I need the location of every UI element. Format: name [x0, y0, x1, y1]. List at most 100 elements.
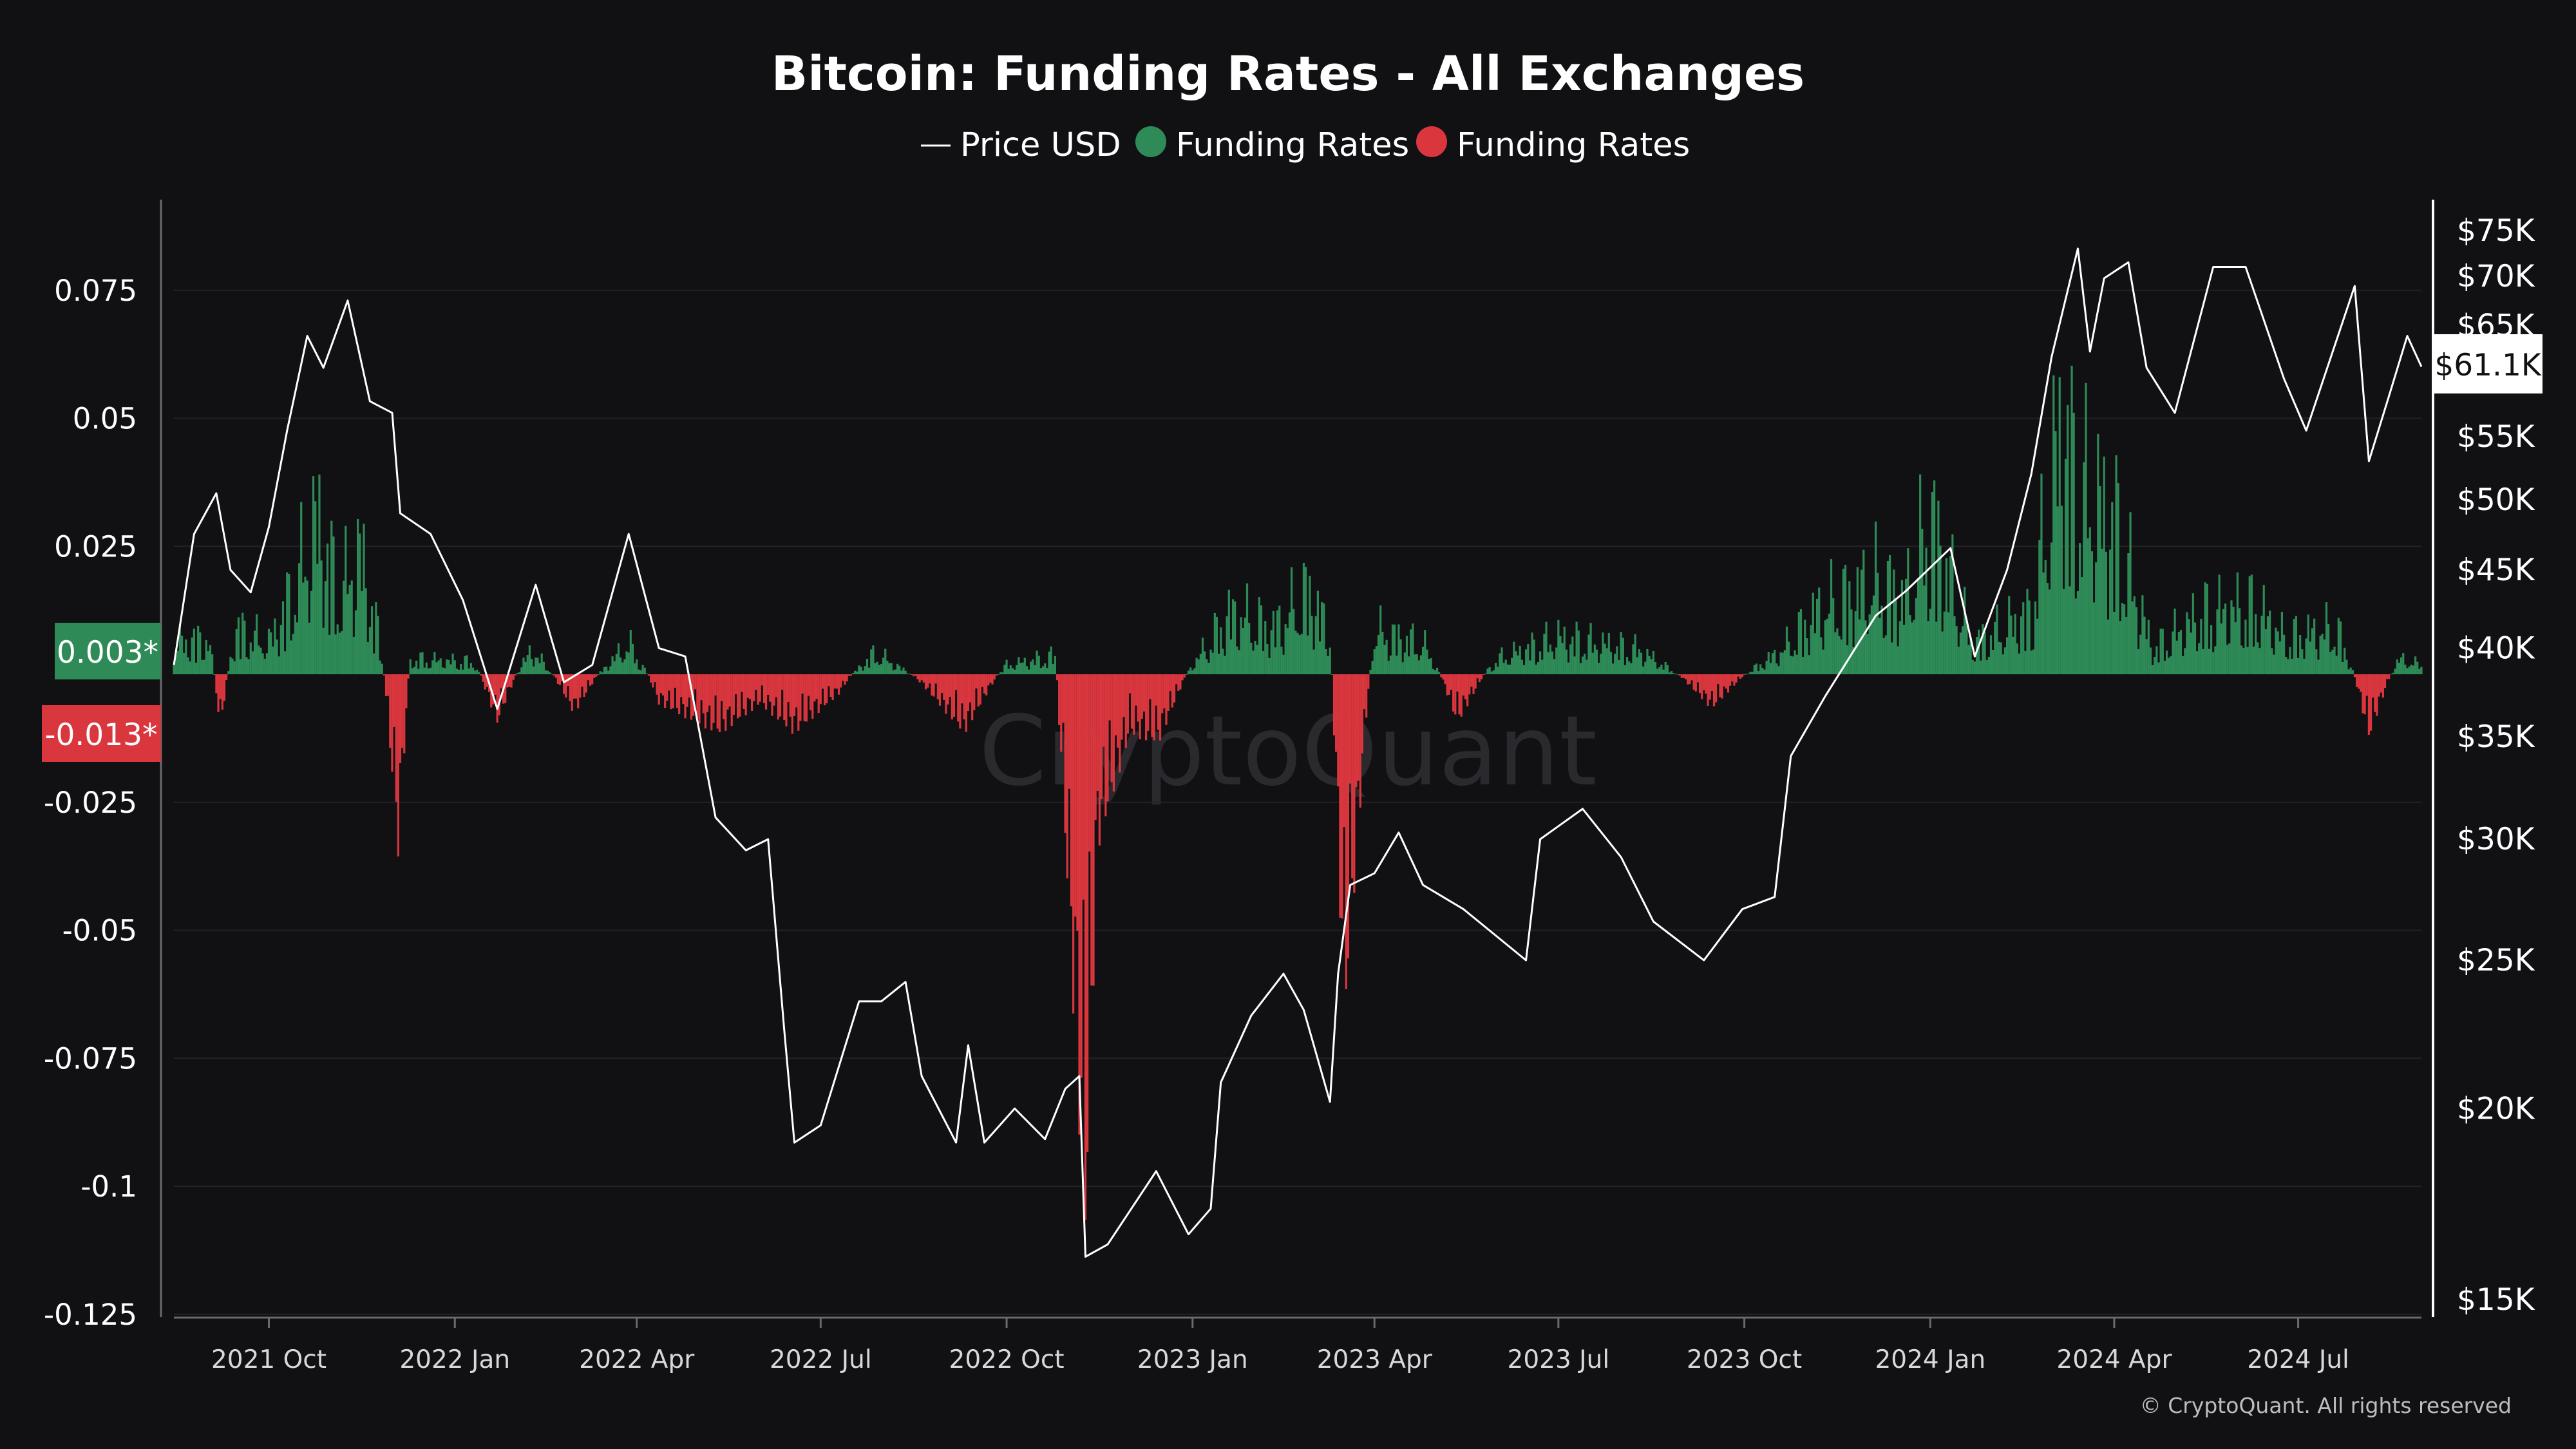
- funding-bar: [1191, 670, 1194, 674]
- funding-bar: [399, 674, 402, 763]
- funding-bar: [2097, 433, 2099, 674]
- funding-bar: [1646, 649, 1649, 674]
- funding-bar: [1925, 547, 1927, 674]
- funding-bar: [1128, 674, 1132, 694]
- funding-bar: [767, 674, 770, 696]
- funding-bar: [823, 674, 826, 706]
- funding-bar: [2010, 615, 2012, 674]
- funding-bar: [332, 536, 335, 674]
- funding-bar: [643, 667, 646, 674]
- funding-bar: [775, 674, 777, 697]
- funding-bar: [1458, 674, 1461, 715]
- funding-bar: [625, 651, 628, 674]
- funding-bar: [281, 601, 285, 674]
- funding-bar: [922, 674, 925, 683]
- funding-bar: [654, 674, 656, 683]
- funding-bar: [916, 674, 919, 679]
- funding-bar: [2145, 639, 2148, 674]
- legend-label-funding-positive[interactable]: Funding Rates: [1176, 126, 1409, 164]
- funding-bar: [223, 674, 226, 701]
- funding-bar: [1763, 669, 1766, 674]
- funding-bar: [969, 674, 972, 703]
- funding-bar: [704, 674, 707, 729]
- funding-bar: [1672, 673, 1675, 674]
- funding-bar: [2351, 670, 2354, 674]
- funding-bar: [2404, 665, 2407, 674]
- funding-bar: [1300, 634, 1303, 674]
- funding-bar: [943, 674, 945, 700]
- funding-bar: [1557, 620, 1560, 674]
- funding-bar: [676, 674, 679, 708]
- funding-rate-bars: [173, 365, 2423, 1220]
- right-tick-label: $70K: [2457, 259, 2535, 294]
- funding-bar: [734, 674, 737, 695]
- funding-bar: [1767, 652, 1770, 674]
- funding-bar: [2192, 593, 2194, 674]
- funding-bar: [1785, 626, 1788, 674]
- funding-bar: [345, 526, 347, 674]
- funding-bar: [652, 674, 654, 688]
- funding-bar: [1126, 674, 1129, 734]
- funding-bar: [1506, 664, 1510, 674]
- funding-bar: [1401, 662, 1404, 674]
- funding-bar: [1648, 656, 1651, 674]
- funding-bar: [934, 674, 937, 684]
- funding-bar: [1084, 674, 1087, 1220]
- funding-bar: [1577, 630, 1580, 674]
- funding-bar: [298, 563, 301, 674]
- price-line-layer: [173, 247, 2423, 1258]
- funding-bar: [1587, 634, 1590, 674]
- funding-bar: [2204, 582, 2206, 674]
- funding-bar: [2038, 540, 2041, 674]
- funding-bar: [1262, 650, 1265, 674]
- funding-bar: [631, 643, 634, 674]
- funding-bar: [761, 674, 763, 686]
- x-tick-label: 2023 Jul: [1508, 1345, 1610, 1374]
- funding-bar: [805, 674, 808, 722]
- right-tick-label: $45K: [2457, 553, 2535, 588]
- funding-bar: [258, 645, 260, 674]
- funding-bar: [267, 629, 270, 674]
- funding-bar: [2119, 621, 2121, 674]
- funding-bar: [510, 674, 513, 688]
- funding-bar: [975, 674, 978, 689]
- funding-bar: [2208, 649, 2211, 674]
- legend-label-price[interactable]: Price USD: [960, 126, 1121, 164]
- funding-bar: [1424, 630, 1426, 674]
- funding-bar: [929, 674, 931, 684]
- funding-bar: [1290, 567, 1293, 674]
- funding-bar: [1961, 626, 1964, 674]
- funding-bar: [872, 645, 875, 674]
- funding-bar: [1417, 660, 1420, 674]
- funding-bar: [941, 674, 943, 694]
- funding-bar: [563, 674, 565, 694]
- funding-bar: [1820, 637, 1823, 674]
- funding-bar: [762, 674, 766, 703]
- funding-bar: [336, 624, 339, 674]
- funding-bar: [270, 632, 272, 674]
- funding-bar: [2172, 631, 2174, 674]
- funding-bar: [1921, 529, 1924, 674]
- funding-bar: [1838, 636, 1841, 674]
- funding-bar: [2416, 661, 2419, 674]
- funding-bar: [1625, 657, 1629, 674]
- funding-bar: [492, 674, 495, 705]
- funding-bar: [585, 674, 587, 693]
- funding-bar: [1044, 663, 1046, 674]
- funding-bar: [361, 591, 363, 674]
- legend-label-funding-negative[interactable]: Funding Rates: [1457, 126, 1690, 164]
- funding-bar: [724, 674, 727, 731]
- funding-bar: [1899, 621, 1901, 674]
- x-tick-label: 2021 Oct: [211, 1345, 327, 1374]
- funding-bar: [1165, 674, 1168, 725]
- funding-bar: [1056, 674, 1059, 681]
- funding-bar: [1193, 668, 1196, 674]
- funding-bar: [1828, 613, 1831, 674]
- funding-bar: [1046, 668, 1048, 674]
- funding-bar: [1826, 618, 1828, 674]
- funding-bar: [613, 661, 616, 674]
- funding-bar: [1909, 615, 1911, 674]
- funding-bar: [831, 674, 834, 700]
- funding-bar: [1579, 663, 1582, 674]
- funding-bar: [1508, 665, 1511, 674]
